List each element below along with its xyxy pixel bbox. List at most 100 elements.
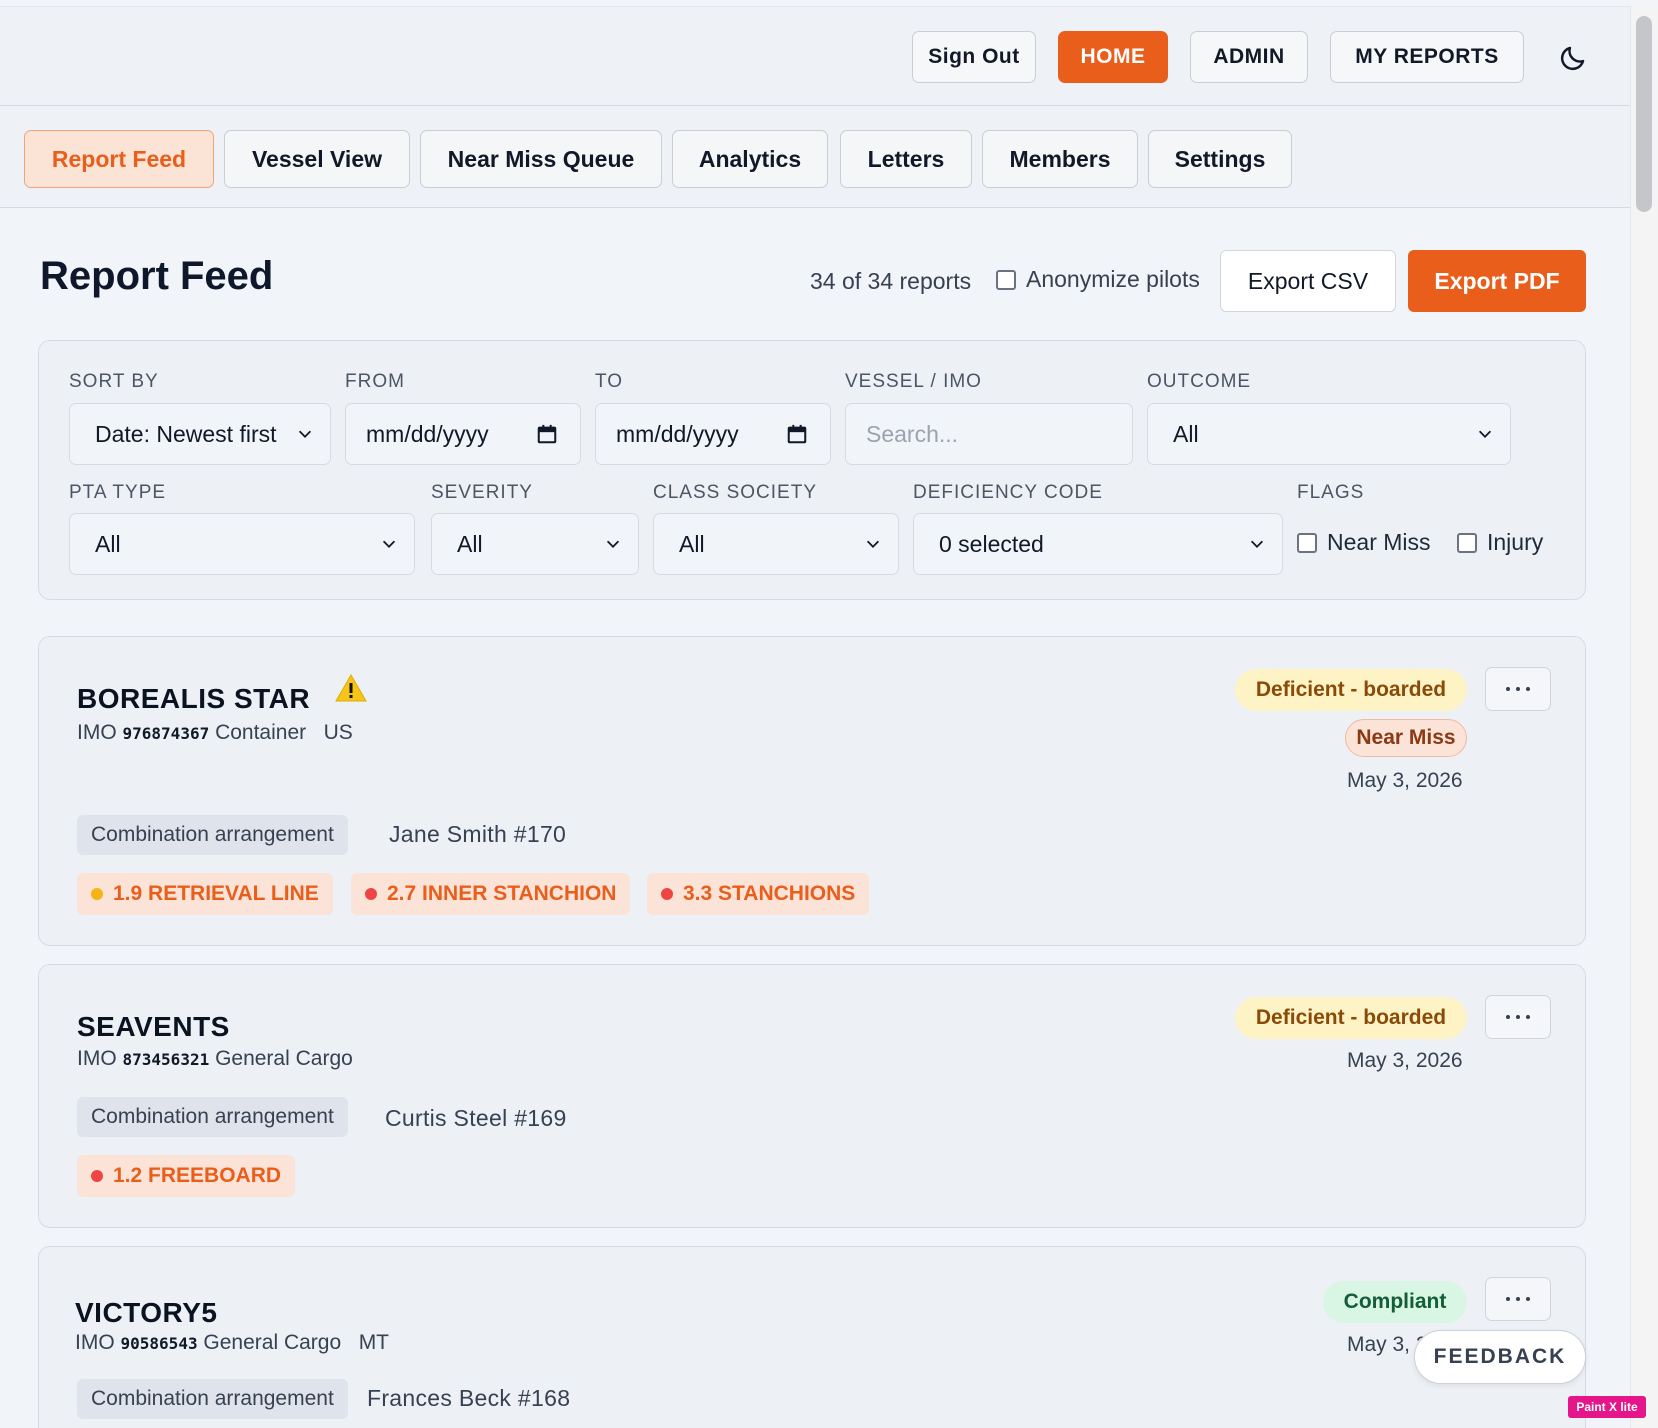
deficiency-label: 3.3 STANCHIONS — [683, 882, 856, 905]
severity-dot — [91, 888, 103, 900]
pilot-number: #170 — [513, 821, 567, 847]
filter-panel: SORT BY Date: Newest first FROM mm/dd/yy… — [38, 340, 1586, 600]
more-options-button[interactable] — [1485, 995, 1551, 1039]
sort-by-value: Date: Newest first — [95, 420, 277, 447]
chevron-down-icon — [298, 430, 312, 438]
deficiency-label: 2.7 INNER STANCHION — [387, 882, 617, 905]
severity-select[interactable]: All — [431, 513, 639, 575]
dark-mode-moon-icon[interactable] — [1558, 43, 1588, 73]
pta-type-label: PTA TYPE — [69, 482, 167, 503]
arrangement-chip: Combination arrangement — [77, 1097, 348, 1137]
export-csv-button[interactable]: Export CSV — [1220, 250, 1396, 312]
class-society-select[interactable]: All — [653, 513, 899, 575]
report-count: 34 of 34 reports — [810, 268, 972, 294]
pilot-name: Jane Smith — [389, 821, 508, 847]
class-society-value: All — [679, 530, 705, 557]
deficiency-code-select[interactable]: 0 selected — [913, 513, 1283, 575]
injury-filter[interactable]: Injury — [1457, 529, 1543, 556]
top-bar: Sign Out HOME ADMIN MY REPORTS — [0, 6, 1630, 106]
near-miss-checkbox[interactable] — [1297, 532, 1317, 553]
chevron-down-icon — [382, 540, 396, 548]
report-card[interactable]: VICTORY5 IMO 90586543 General Cargo MT C… — [38, 1246, 1586, 1428]
scrollbar-thumb[interactable] — [1636, 16, 1652, 212]
report-date: May 3, 2026 — [1347, 769, 1463, 792]
outcome-value: All — [1173, 420, 1199, 447]
vessel-meta: IMO 976874367 Container US — [77, 721, 353, 745]
pta-type-value: All — [95, 530, 121, 557]
deficiency-tag[interactable]: 1.2 FREEBOARD — [77, 1155, 296, 1197]
vessel-flag: US — [323, 721, 353, 744]
watermark-badge: Paint X lite — [1568, 1396, 1646, 1418]
pilot-info: Jane Smith #170 — [389, 821, 566, 848]
imo-number: 90586543 — [120, 1334, 198, 1353]
severity-value: All — [457, 530, 483, 557]
pilot-number: #169 — [514, 1105, 567, 1131]
tab-settings[interactable]: Settings — [1148, 130, 1292, 188]
calendar-icon[interactable] — [786, 423, 808, 445]
calendar-icon[interactable] — [536, 423, 558, 445]
ellipsis-icon — [1506, 687, 1530, 691]
injury-checkbox[interactable] — [1457, 532, 1477, 553]
near-miss-badge: Near Miss — [1345, 719, 1467, 757]
export-pdf-button[interactable]: Export PDF — [1408, 250, 1586, 312]
more-options-button[interactable] — [1485, 1277, 1551, 1321]
ellipsis-icon — [1506, 1297, 1530, 1301]
report-card[interactable]: SEAVENTS IMO 873456321 General Cargo Def… — [38, 964, 1586, 1228]
deficiency-code-label: DEFICIENCY CODE — [913, 482, 1103, 503]
vessel-search-input[interactable]: Search... — [845, 403, 1133, 465]
deficiency-tag[interactable]: 2.7 INNER STANCHION — [351, 873, 631, 915]
near-miss-filter[interactable]: Near Miss — [1297, 529, 1431, 556]
anonymize-pilots-label: Anonymize pilots — [1026, 266, 1200, 292]
my-reports-button[interactable]: MY REPORTS — [1330, 31, 1524, 83]
to-date-input[interactable]: mm/dd/yyyy — [595, 403, 831, 465]
deficiency-label: 1.9 RETRIEVAL LINE — [113, 882, 319, 905]
pilot-number: #168 — [517, 1385, 571, 1411]
status-badge: Deficient - boarded — [1235, 669, 1467, 711]
report-card[interactable]: BOREALIS STAR IMO 976874367 Container US… — [38, 636, 1586, 946]
deficiency-tag[interactable]: 1.9 RETRIEVAL LINE — [77, 873, 333, 915]
severity-dot — [365, 888, 377, 900]
chevron-down-icon — [606, 540, 620, 548]
tab-letters[interactable]: Letters — [840, 130, 972, 188]
home-button[interactable]: HOME — [1058, 31, 1168, 83]
chevron-down-icon — [866, 540, 880, 548]
pta-type-select[interactable]: All — [69, 513, 415, 575]
status-badge: Compliant — [1323, 1281, 1467, 1323]
vessel-type: General Cargo — [215, 1047, 353, 1070]
from-date-input[interactable]: mm/dd/yyyy — [345, 403, 581, 465]
near-miss-filter-label: Near Miss — [1327, 529, 1431, 555]
imo-label: IMO — [77, 721, 117, 744]
chevron-down-icon — [1478, 430, 1492, 438]
deficiency-tag[interactable]: 3.3 STANCHIONS — [647, 873, 870, 915]
tab-vessel-view[interactable]: Vessel View — [224, 130, 410, 188]
feedback-button[interactable]: FEEDBACK — [1414, 1330, 1586, 1384]
vessel-type: Container — [215, 721, 307, 744]
to-label: TO — [595, 371, 624, 392]
deficiency-code-value: 0 selected — [939, 530, 1044, 557]
outcome-select[interactable]: All — [1147, 403, 1511, 465]
arrangement-chip: Combination arrangement — [77, 815, 348, 855]
tab-near-miss-queue[interactable]: Near Miss Queue — [420, 130, 662, 188]
pilot-name: Curtis Steel — [385, 1105, 508, 1131]
flags-label: FLAGS — [1297, 482, 1365, 503]
vessel-imo-label: VESSEL / IMO — [845, 371, 982, 392]
sort-by-select[interactable]: Date: Newest first — [69, 403, 331, 465]
severity-dot — [661, 888, 673, 900]
admin-button[interactable]: ADMIN — [1190, 31, 1308, 83]
more-options-button[interactable] — [1485, 667, 1551, 711]
tab-analytics[interactable]: Analytics — [672, 130, 828, 188]
tab-members[interactable]: Members — [982, 130, 1138, 188]
ellipsis-icon — [1506, 1015, 1530, 1019]
from-date-value: mm/dd/yyyy — [366, 420, 489, 447]
deficiency-label: 1.2 FREEBOARD — [113, 1164, 282, 1187]
sign-out-button[interactable]: Sign Out — [912, 31, 1036, 83]
tab-report-feed[interactable]: Report Feed — [24, 130, 214, 188]
anonymize-pilots-toggle[interactable]: Anonymize pilots — [996, 266, 1200, 293]
warning-icon — [335, 673, 367, 702]
anonymize-pilots-checkbox[interactable] — [996, 269, 1016, 290]
severity-label: SEVERITY — [431, 482, 533, 503]
vessel-meta: IMO 90586543 General Cargo MT — [75, 1331, 389, 1355]
vessel-flag: MT — [358, 1331, 390, 1354]
from-label: FROM — [345, 371, 405, 392]
scrollbar-track[interactable] — [1630, 6, 1658, 1428]
